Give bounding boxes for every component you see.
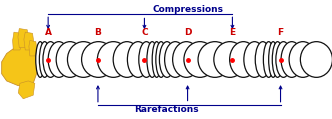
Ellipse shape — [48, 42, 69, 77]
Ellipse shape — [165, 42, 186, 77]
Polygon shape — [29, 40, 37, 56]
Ellipse shape — [97, 42, 129, 77]
Ellipse shape — [36, 42, 45, 77]
Ellipse shape — [139, 42, 154, 77]
Text: C: C — [141, 28, 148, 37]
Ellipse shape — [43, 42, 58, 77]
Ellipse shape — [152, 42, 161, 77]
Polygon shape — [24, 32, 34, 50]
Ellipse shape — [82, 42, 115, 77]
Ellipse shape — [159, 42, 175, 77]
Ellipse shape — [230, 42, 257, 77]
Ellipse shape — [127, 42, 149, 77]
Ellipse shape — [67, 42, 100, 77]
Polygon shape — [18, 81, 35, 99]
Ellipse shape — [244, 42, 265, 77]
Ellipse shape — [156, 42, 166, 77]
Polygon shape — [2, 43, 38, 86]
Ellipse shape — [173, 42, 200, 77]
Text: E: E — [229, 28, 235, 37]
Ellipse shape — [113, 42, 141, 77]
Ellipse shape — [255, 42, 270, 77]
Ellipse shape — [40, 42, 50, 77]
Text: A: A — [44, 28, 52, 37]
Ellipse shape — [263, 42, 274, 77]
Text: Rarefactions: Rarefactions — [134, 105, 198, 114]
Ellipse shape — [56, 42, 84, 77]
Text: B: B — [95, 28, 101, 37]
Polygon shape — [18, 29, 29, 48]
Polygon shape — [13, 32, 23, 50]
Ellipse shape — [289, 42, 317, 77]
Ellipse shape — [147, 42, 158, 77]
Ellipse shape — [281, 42, 302, 77]
Text: F: F — [278, 28, 284, 37]
Ellipse shape — [184, 42, 216, 77]
Ellipse shape — [300, 42, 332, 77]
Ellipse shape — [276, 42, 291, 77]
Ellipse shape — [269, 42, 278, 77]
Ellipse shape — [272, 42, 283, 77]
Ellipse shape — [198, 42, 232, 77]
Ellipse shape — [214, 42, 246, 77]
Text: D: D — [184, 28, 191, 37]
Text: Compressions: Compressions — [152, 5, 223, 14]
